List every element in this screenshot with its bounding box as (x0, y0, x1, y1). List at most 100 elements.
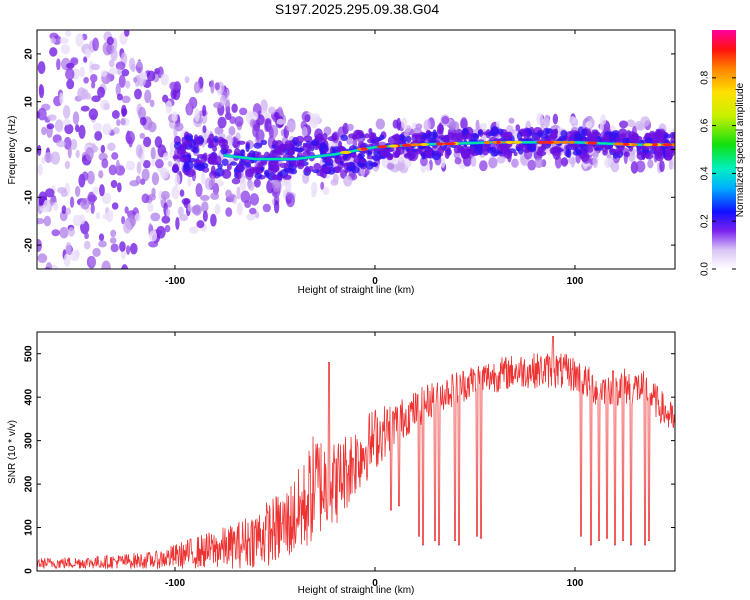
spectrogram-band-blob (442, 135, 451, 143)
spectrogram-band-blob (615, 136, 624, 144)
spectrogram-noise-blob (239, 107, 248, 116)
spectrogram-noise-blob (167, 160, 173, 167)
spectrogram-noise-blob (248, 111, 259, 121)
spectrogram-hot-spot (435, 142, 444, 146)
spectrogram-noise-blob (120, 117, 126, 126)
spectrogram-noise-blob (202, 125, 207, 134)
spectrogram-noise-blob (184, 76, 190, 84)
spectrogram-noise-blob (214, 203, 221, 215)
spectrogram-noise-blob (225, 105, 231, 116)
spectrogram-band-blob (304, 165, 310, 173)
spectrogram-band-blob (183, 161, 189, 170)
spectrogram-noise-blob (129, 242, 138, 255)
spectrogram-band-blob (536, 150, 547, 157)
spectrogram-band-blob (367, 150, 373, 156)
spectrogram-band-blob (411, 133, 421, 138)
spectrogram-noise-blob (86, 170, 95, 185)
spectrogram-noise-blob (570, 157, 575, 168)
spectrogram-noise-blob (89, 256, 96, 267)
spectrogram-noise-blob (210, 192, 220, 200)
spectrogram-noise-blob (254, 211, 260, 219)
snr-y-tick-label: 400 (24, 388, 35, 405)
spectrogram-band-blob (217, 163, 223, 169)
spectrogram-noise-blob (46, 123, 55, 130)
spectrogram-band-blob (344, 168, 349, 174)
spectrogram-noise-blob (147, 202, 154, 212)
spectrogram-noise-blob (50, 151, 61, 165)
spectrogram-noise-blob (66, 62, 75, 69)
spectrogram-band-blob (267, 165, 278, 174)
snr-frame (36, 331, 676, 572)
spectrogram-band-blob (654, 151, 665, 162)
spectrogram-noise-blob (647, 159, 654, 169)
spectrogram-band-blob (618, 145, 624, 151)
spectrogram-noise-blob (90, 73, 98, 83)
spectrogram-noise-blob (151, 187, 156, 198)
spectrogram-noise-blob (115, 83, 121, 97)
spectrogram-band-blob (437, 146, 445, 155)
spectrogram-noise-blob (628, 150, 636, 163)
spectrogram-noise-blob (179, 214, 189, 222)
spectrogram-noise-blob (74, 185, 81, 197)
spectrogram-noise-blob (37, 107, 47, 121)
spectrogram-band-blob (341, 162, 351, 167)
spectrogram-noise-blob (160, 190, 170, 200)
spectrogram-noise-blob (229, 193, 235, 203)
spectrogram-noise-blob (118, 74, 126, 88)
spectrogram-band-blob (351, 152, 357, 159)
spectrogram-noise-blob (121, 215, 126, 225)
spectrogram-noise-blob (102, 213, 110, 220)
spectrogram-noise-blob (346, 137, 353, 145)
spectrogram-noise-blob (65, 30, 72, 37)
spectrogram-noise-blob (219, 94, 227, 106)
spectrogram-noise-blob (64, 123, 74, 135)
spectrogram-y-tick-label: 10 (24, 96, 35, 108)
spectrogram-noise-blob (95, 212, 101, 220)
spectrogram-band-blob (253, 142, 263, 149)
spectrogram-band-blob (537, 131, 544, 137)
spectrogram-noise-blob (38, 268, 41, 269)
spectrogram-noise-blob (85, 147, 94, 161)
spectrogram-band-blob (327, 136, 338, 142)
spectrogram-band-blob (403, 153, 411, 159)
spectrogram-noise-blob (42, 273, 46, 283)
spectrogram-noise-blob (169, 149, 174, 159)
snr-y-tick-label: 200 (24, 475, 35, 492)
spectrogram-band-blob (322, 143, 327, 149)
spectrogram-noise-blob (193, 81, 201, 94)
spectrogram-noise-blob (56, 140, 66, 148)
spectrogram-noise-blob (56, 187, 67, 194)
spectrogram-noise-blob (165, 208, 171, 217)
spectrogram-band-blob (220, 144, 230, 150)
spectrogram-x-tick-label: 0 (372, 276, 378, 287)
spectrogram-noise-blob (61, 269, 68, 279)
spectrogram-band-blob (244, 168, 255, 178)
spectrogram-noise-blob (121, 264, 129, 269)
spectrogram-noise-blob (151, 172, 160, 186)
spectrogram-band-blob (364, 133, 370, 139)
spectrogram-band-blob (477, 129, 483, 136)
spectrogram-band-blob (323, 165, 331, 173)
spectrogram-band-blob (294, 147, 305, 153)
spectrogram-noise-blob (448, 121, 457, 131)
spectrogram-noise-blob (110, 243, 119, 253)
snr-y-tick-label: 500 (24, 345, 35, 362)
spectrogram-noise-blob (534, 158, 544, 169)
spectrogram-noise-blob (90, 63, 101, 71)
spectrogram-band-blob (193, 159, 203, 164)
spectrogram-noise-blob (262, 203, 271, 213)
spectrogram-noise-blob (67, 145, 72, 159)
spectrogram-band-blob (602, 149, 608, 156)
spectrogram-noise-blob (125, 245, 131, 255)
spectrogram-noise-blob (395, 162, 405, 171)
spectrogram-noise-blob (88, 108, 99, 121)
spectrogram-band-blob (628, 133, 634, 144)
spectrogram-band-blob (350, 165, 360, 174)
spectrogram-band-blob (405, 146, 410, 152)
spectrogram-band-blob (193, 134, 199, 142)
spectrogram-noise-blob (161, 94, 169, 103)
spectrogram-noise-blob (70, 138, 78, 151)
spectrogram-band-blob (503, 132, 512, 140)
spectrogram-noise-blob (599, 121, 604, 133)
